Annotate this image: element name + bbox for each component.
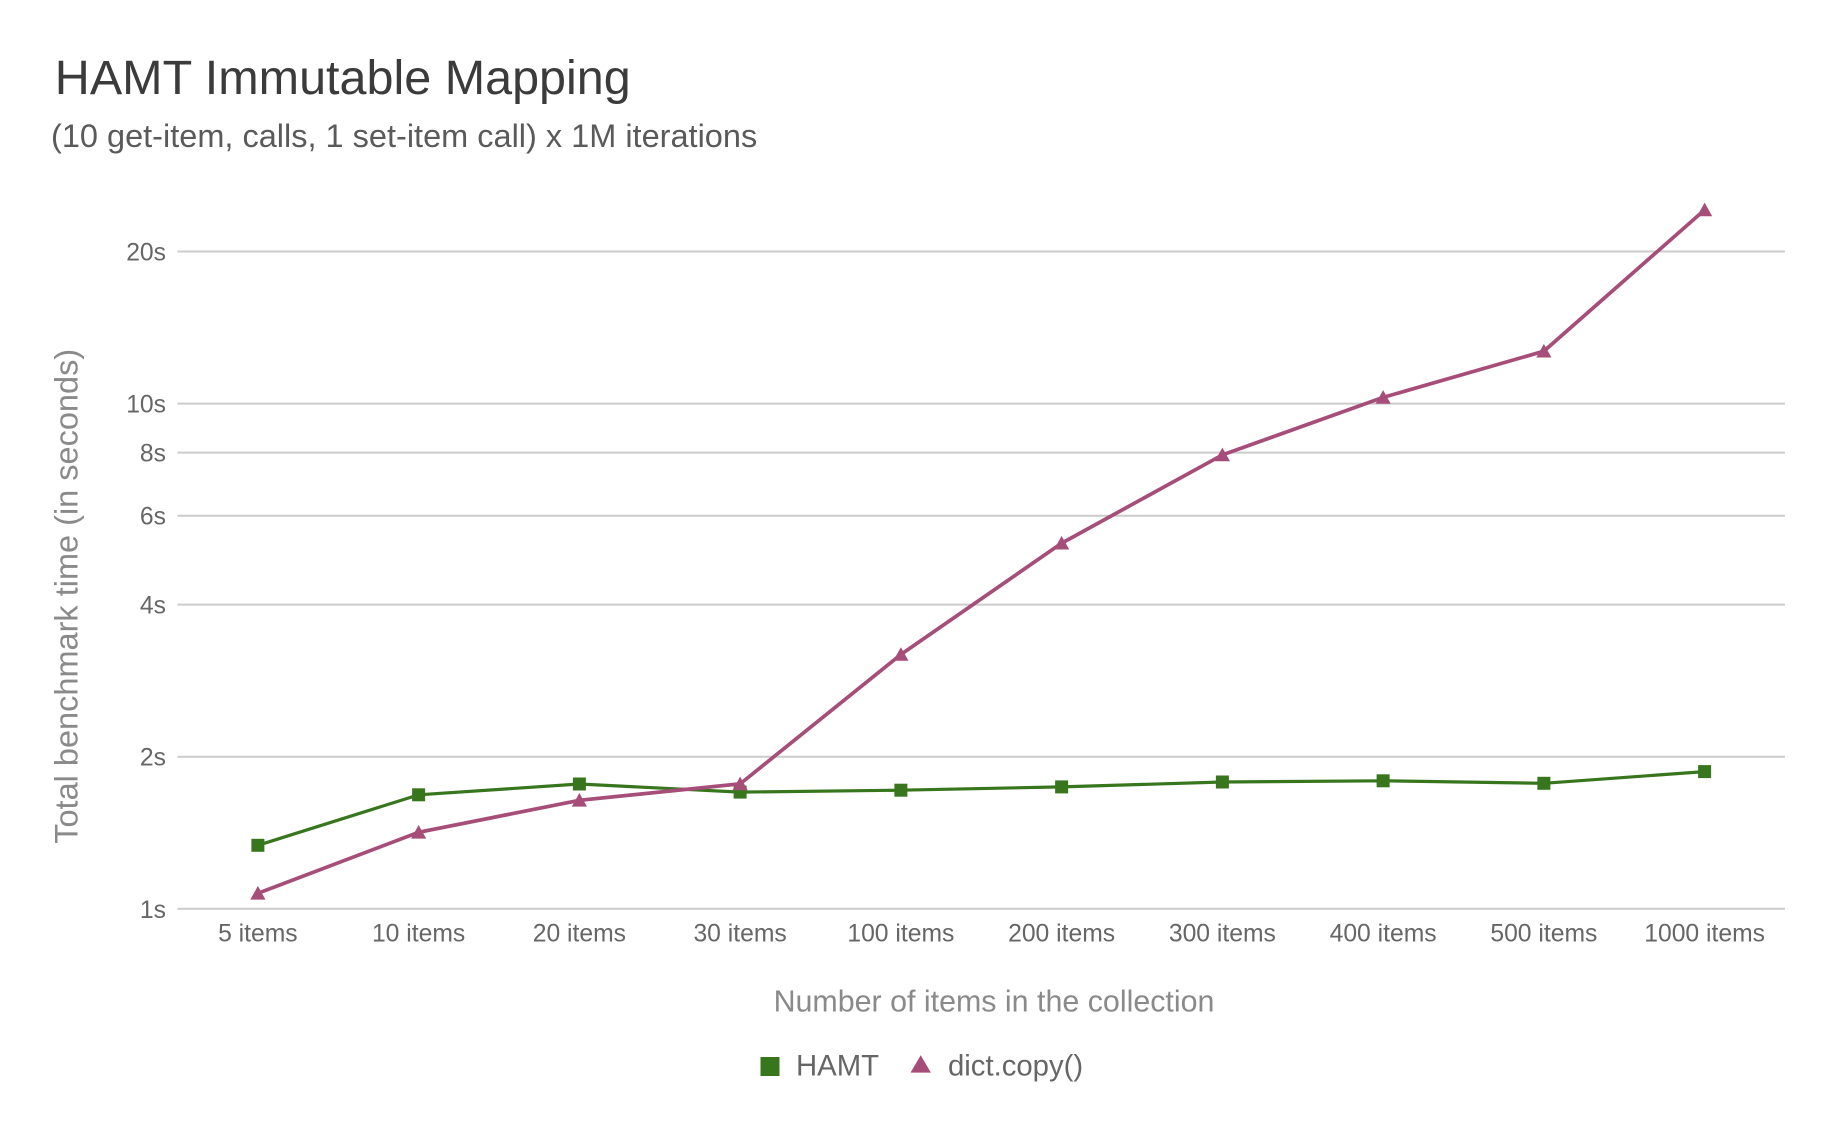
svg-text:500 items: 500 items bbox=[1490, 921, 1597, 948]
svg-text:10s: 10s bbox=[126, 392, 166, 419]
svg-text:(10 get-item, calls, 1 set-ite: (10 get-item, calls, 1 set-item call) x … bbox=[51, 118, 757, 154]
svg-text:Number of items in the collect: Number of items in the collection bbox=[774, 984, 1215, 1018]
svg-text:1s: 1s bbox=[140, 897, 166, 924]
svg-text:300 items: 300 items bbox=[1169, 921, 1276, 948]
svg-text:20s: 20s bbox=[126, 240, 166, 267]
svg-text:HAMT Immutable Mapping: HAMT Immutable Mapping bbox=[55, 51, 631, 105]
svg-text:30 items: 30 items bbox=[693, 921, 786, 948]
svg-text:2s: 2s bbox=[140, 745, 166, 772]
svg-text:200 items: 200 items bbox=[1008, 921, 1115, 948]
svg-text:20 items: 20 items bbox=[533, 921, 626, 948]
svg-text:6s: 6s bbox=[140, 504, 166, 531]
svg-text:8s: 8s bbox=[140, 441, 166, 468]
svg-text:Total benchmark time (in secon: Total benchmark time (in seconds) bbox=[48, 349, 84, 844]
svg-text:HAMT: HAMT bbox=[796, 1050, 879, 1083]
svg-text:dict.copy(): dict.copy() bbox=[948, 1050, 1083, 1083]
svg-text:4s: 4s bbox=[140, 593, 166, 620]
svg-text:100 items: 100 items bbox=[847, 921, 954, 948]
svg-text:400 items: 400 items bbox=[1330, 921, 1437, 948]
svg-text:1000 items: 1000 items bbox=[1644, 921, 1765, 948]
svg-text:10 items: 10 items bbox=[372, 921, 465, 948]
svg-text:5 items: 5 items bbox=[218, 921, 298, 948]
